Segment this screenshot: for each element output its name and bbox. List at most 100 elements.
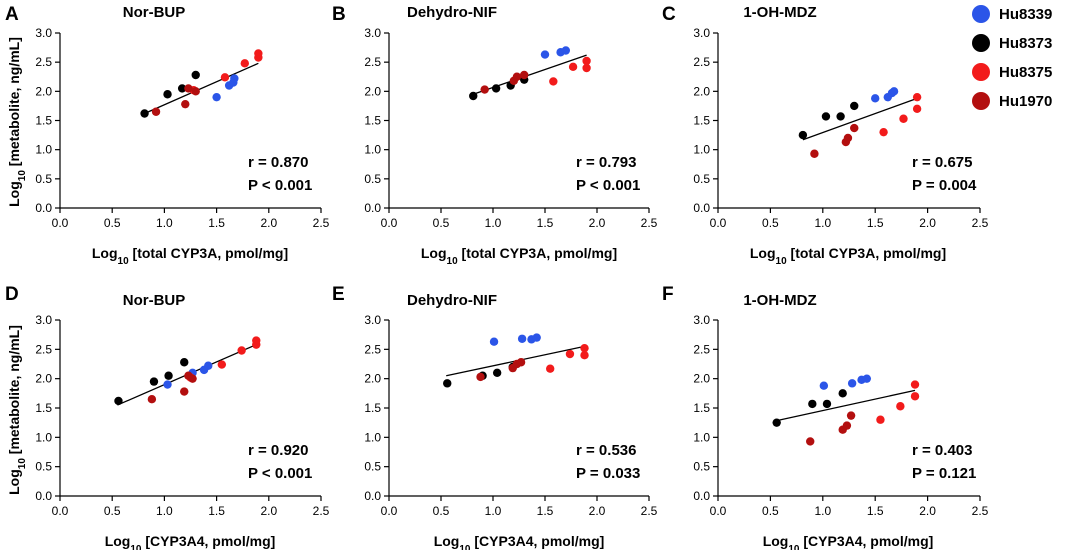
data-point (163, 90, 172, 99)
data-point (772, 418, 781, 427)
data-point (164, 371, 173, 380)
x-tick-label: 1.5 (867, 216, 884, 230)
x-axis-label-d: Log10 [CYP3A4, pmol/mg] (105, 533, 276, 550)
data-point (546, 364, 555, 373)
panel-f: F 1-OH-MDZ 0.0 0.5 1.0 1.5 2.0 2.5 3.0 0.0 0.5 1.0 1… (662, 284, 989, 518)
y-tick-label: 2.0 (35, 372, 52, 386)
stat-r-value: r = 0.793 (576, 154, 636, 171)
x-tick-label: 1.5 (867, 504, 884, 518)
x-tick-label: 0.5 (104, 216, 121, 230)
x-tick-label: 1.0 (485, 216, 502, 230)
y-tick-label: 2.5 (364, 342, 381, 356)
panel-b: B Dehydro-NIF 0.0 0.5 1.0 1.5 2.0 2.5 3.0 0.0 0.5 1… (332, 4, 658, 230)
data-point (443, 379, 452, 388)
data-point (517, 334, 527, 343)
x-tick-label: 1.0 (814, 504, 831, 518)
panel-letter-f: F (662, 284, 674, 305)
panel-title-b: Dehydro-NIF (407, 4, 497, 21)
data-point (822, 399, 832, 409)
data-point (237, 346, 246, 355)
series-hu8375 (876, 380, 920, 424)
data-point (516, 358, 526, 367)
data-point (469, 91, 478, 101)
data-point (862, 374, 872, 383)
data-point (184, 84, 193, 93)
panel-title-a: Nor-BUP (123, 4, 186, 21)
data-point (846, 411, 856, 420)
series-hu8373 (798, 101, 859, 140)
panel-d: D Nor-BUP 0.0 0.5 1.0 1.5 2.0 2.5 3.0 0.0 0.5 1.0 1.… (5, 284, 330, 518)
y-tick-label: 2.0 (364, 372, 381, 386)
data-point (871, 94, 880, 103)
x-tick-label: 1.0 (485, 504, 502, 518)
data-point (191, 87, 200, 96)
x-tick-label: 0.5 (433, 216, 450, 230)
data-point (889, 87, 899, 96)
panel-title-c: 1-OH-MDZ (743, 4, 816, 21)
x-tick-label: 1.5 (537, 504, 554, 518)
x-tick-label: 0.0 (381, 504, 398, 518)
panel-letter-b: B (332, 4, 346, 25)
data-point (140, 109, 149, 118)
x-tick-label: 2.0 (919, 216, 936, 230)
x-axis-label-b: Log10 [total CYP3A, pmol/mg] (421, 245, 617, 267)
x-tick-label: 2.5 (641, 216, 658, 230)
data-point (806, 437, 815, 446)
stat-r-value: r = 0.536 (576, 442, 636, 459)
y-tick-label: 0.0 (35, 201, 52, 215)
legend-item-hu1970: Hu1970 (972, 92, 1052, 110)
data-point (912, 92, 922, 102)
regression-line (473, 54, 587, 95)
data-point (217, 360, 227, 369)
data-point (568, 62, 578, 72)
x-axis-label-c: Log10 [total CYP3A, pmol/mg] (750, 245, 946, 267)
data-point (489, 337, 499, 346)
panel-title-f: 1-OH-MDZ (743, 292, 816, 309)
y-tick-label: 0.5 (693, 460, 710, 474)
data-point (582, 63, 591, 73)
series-hu8373 (114, 358, 189, 406)
data-point (240, 59, 249, 68)
y-tick-label: 2.5 (364, 55, 381, 69)
data-point (204, 361, 213, 370)
panel-letter-d: D (5, 284, 19, 305)
panel-c: C 1-OH-MDZ 0.0 0.5 1.0 1.5 2.0 2.5 3.0 0.0 0.5 1.0 1… (662, 4, 989, 230)
data-point (876, 415, 885, 424)
stat-r-value: r = 0.403 (912, 442, 972, 459)
data-point (532, 333, 541, 342)
data-point (912, 104, 922, 114)
y-tick-label: 1.0 (364, 430, 381, 444)
series-hu1970 (806, 411, 856, 446)
data-point (843, 133, 853, 143)
data-point (910, 392, 920, 401)
data-point (220, 73, 230, 82)
panel-letter-a: A (5, 4, 19, 25)
x-tick-label: 2.5 (641, 504, 658, 518)
stat-r-value: r = 0.920 (248, 442, 308, 459)
x-tick-label: 1.5 (537, 216, 554, 230)
data-point (899, 114, 908, 123)
y-tick-label: 1.0 (693, 143, 710, 157)
data-point (798, 130, 808, 140)
series-hu8373 (140, 70, 200, 118)
x-tick-label: 0.0 (52, 504, 69, 518)
x-tick-label: 2.0 (260, 504, 277, 518)
x-tick-label: 1.0 (156, 216, 173, 230)
panels: A Nor-BUP 0.0 0.5 1.0 1.5 2.0 2.5 3.0 0.0 0.5 1.0 1.… (5, 4, 989, 518)
x-axis-label-e: Log10 [CYP3A4, pmol/mg] (434, 533, 605, 550)
data-point (491, 84, 501, 93)
panel-letter-c: C (662, 4, 676, 25)
y-axis-label-top: Log10 [metabolite, ng/mL] (6, 37, 28, 207)
x-tick-label: 0.5 (762, 504, 779, 518)
y-tick-label: 2.5 (693, 55, 710, 69)
series-hu8339 (819, 374, 872, 390)
y-tick-label: 1.5 (364, 114, 381, 128)
series-hu1970 (480, 70, 529, 94)
stat-r-value: r = 0.675 (912, 154, 972, 171)
y-tick-label: 3.0 (35, 313, 52, 327)
series-hu8339 (540, 46, 570, 59)
y-tick-label: 2.0 (35, 84, 52, 98)
y-tick-label: 0.0 (693, 201, 710, 215)
data-point (821, 112, 831, 121)
